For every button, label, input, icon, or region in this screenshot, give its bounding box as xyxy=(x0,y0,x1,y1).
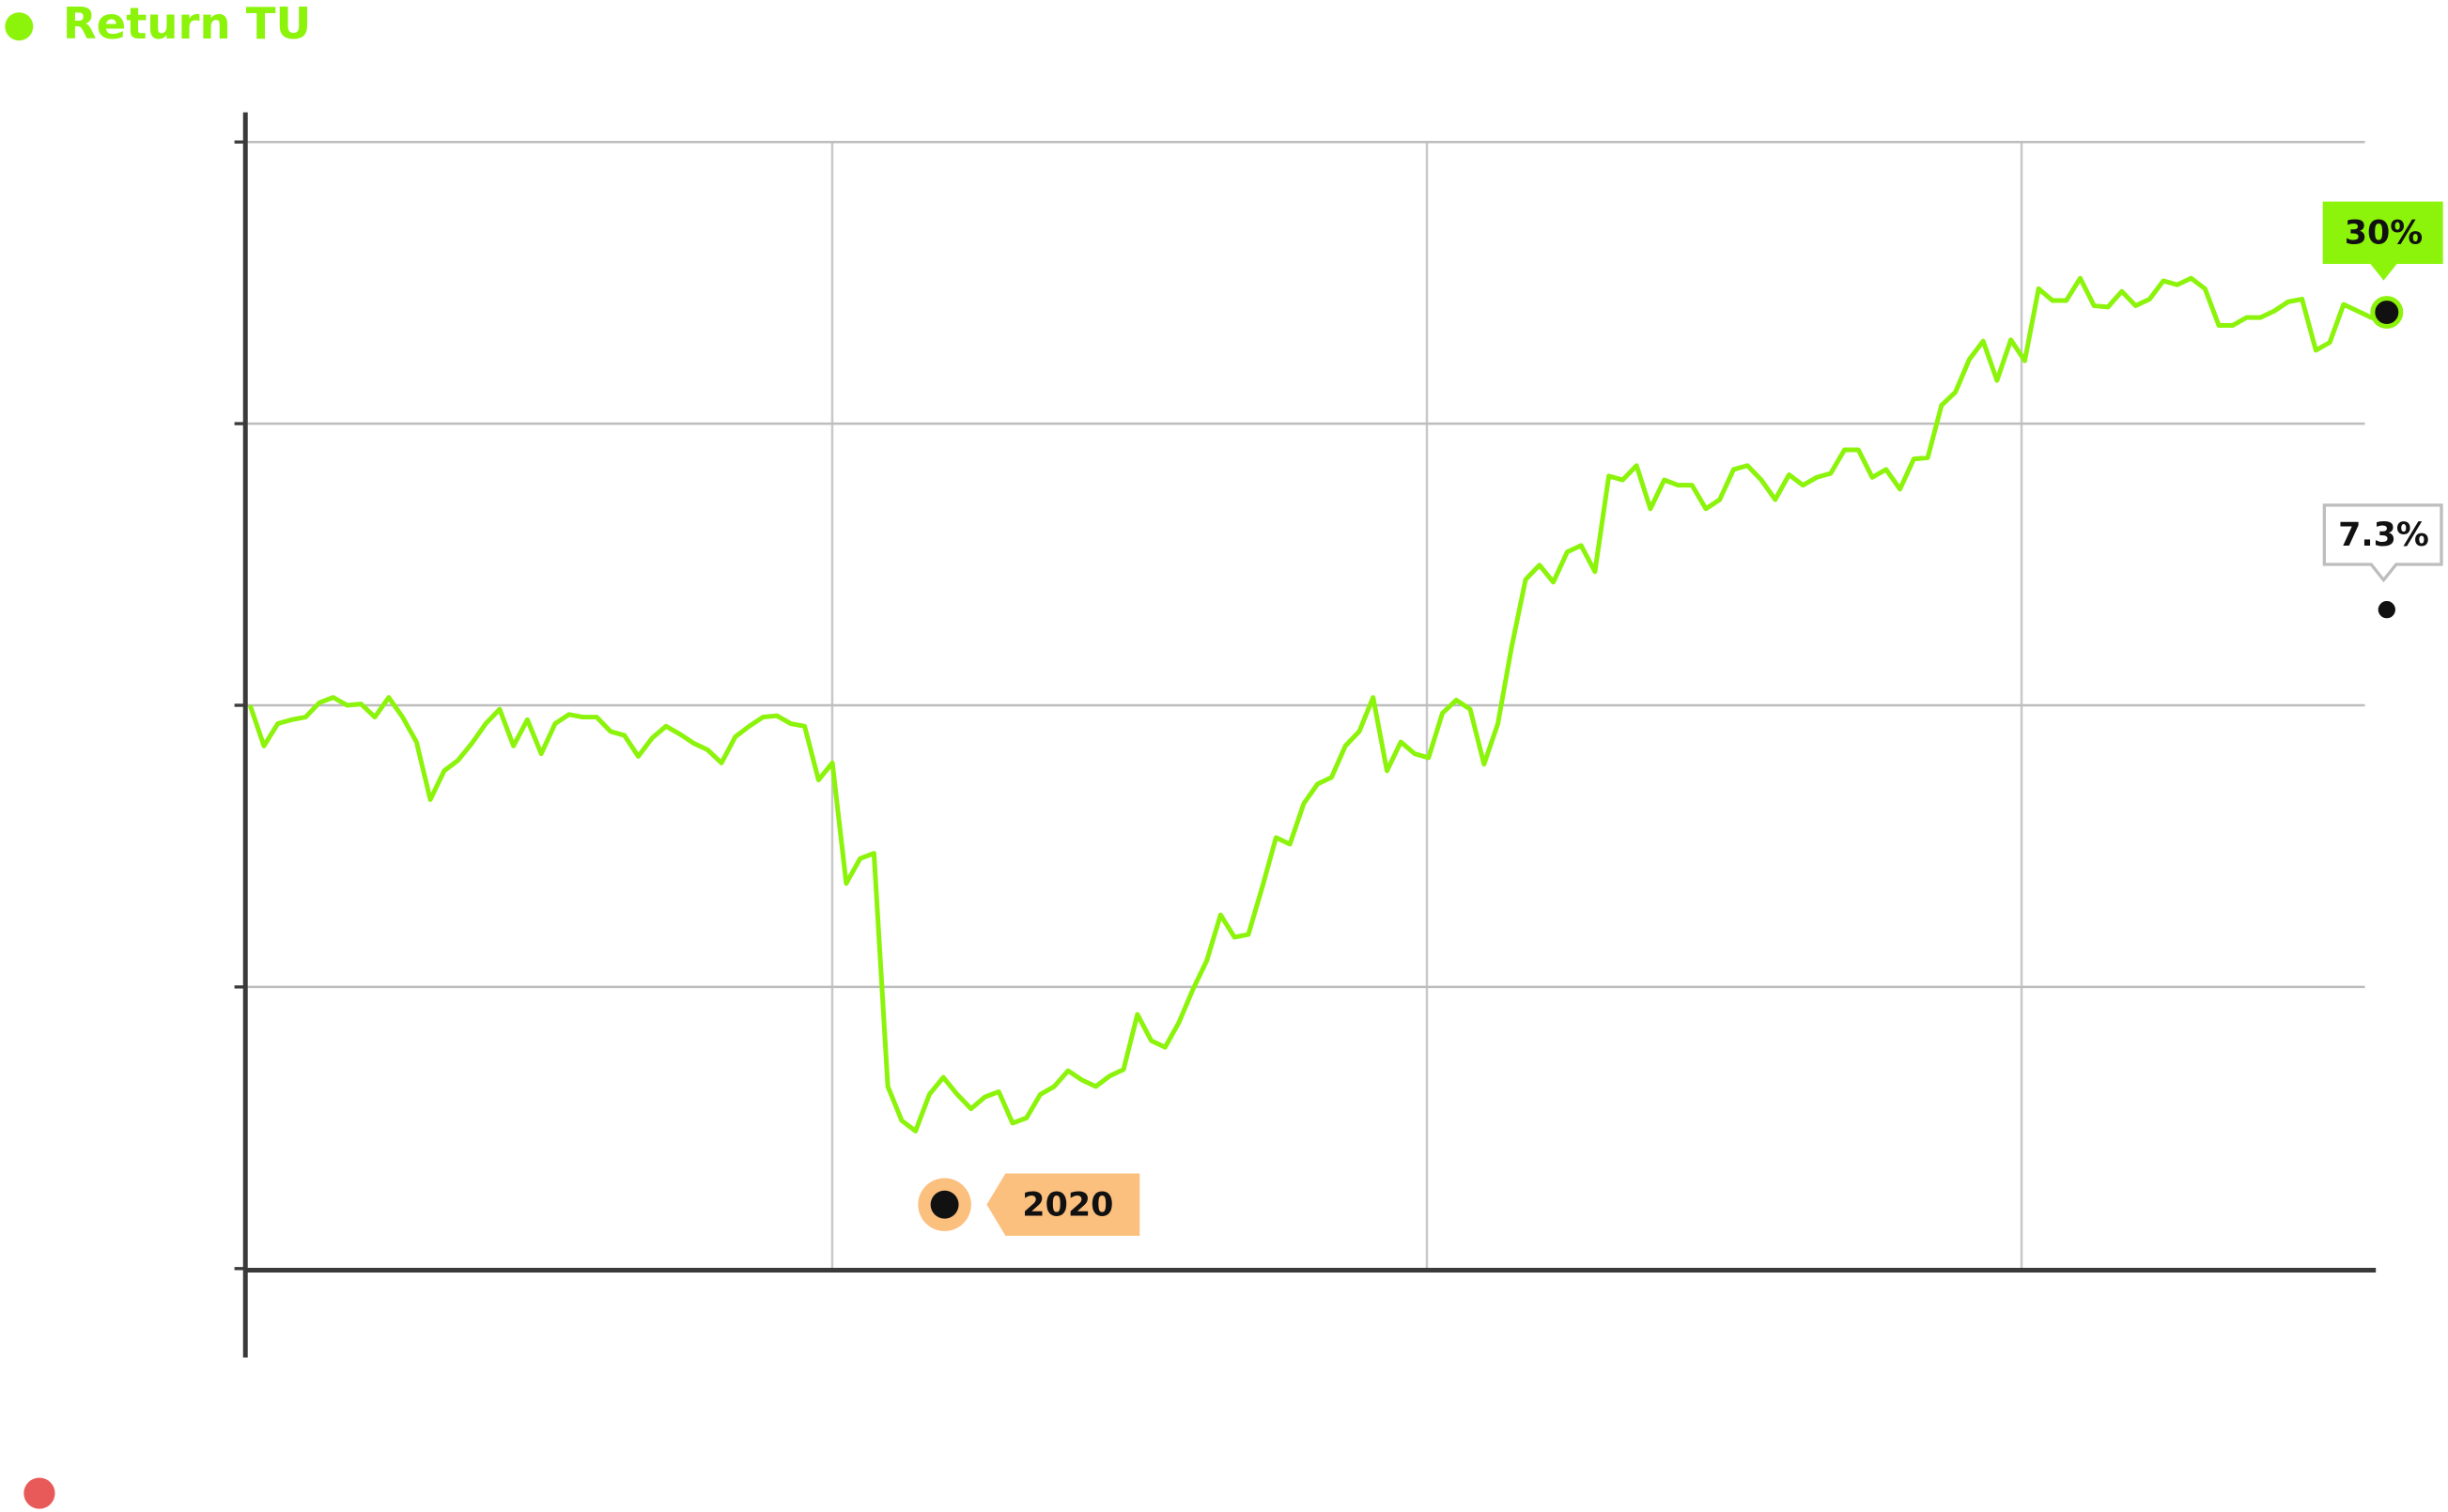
horizontal-grid xyxy=(234,140,2365,1271)
value-tag-label: 30% xyxy=(2345,214,2423,252)
value-tag xyxy=(2322,201,2443,281)
annotation-tag xyxy=(986,1173,1140,1236)
legend-swatch xyxy=(5,12,34,41)
legend-label: Return TU xyxy=(63,0,311,49)
value-dot xyxy=(2373,596,2400,624)
annotation-label: 2020 xyxy=(1022,1186,1113,1224)
value-marker: 7.3% xyxy=(2322,503,2443,624)
plot xyxy=(247,275,2387,1134)
value-dot xyxy=(2370,296,2404,329)
series-line xyxy=(247,275,2387,1134)
annotation: 2020 xyxy=(918,1173,1140,1236)
value-marker: 30% xyxy=(2322,201,2443,329)
annotation-dot xyxy=(930,1190,959,1219)
legend-swatch-secondary xyxy=(23,1477,55,1509)
value-tag-label: 7.3% xyxy=(2338,517,2429,554)
value-tag xyxy=(2322,503,2443,583)
